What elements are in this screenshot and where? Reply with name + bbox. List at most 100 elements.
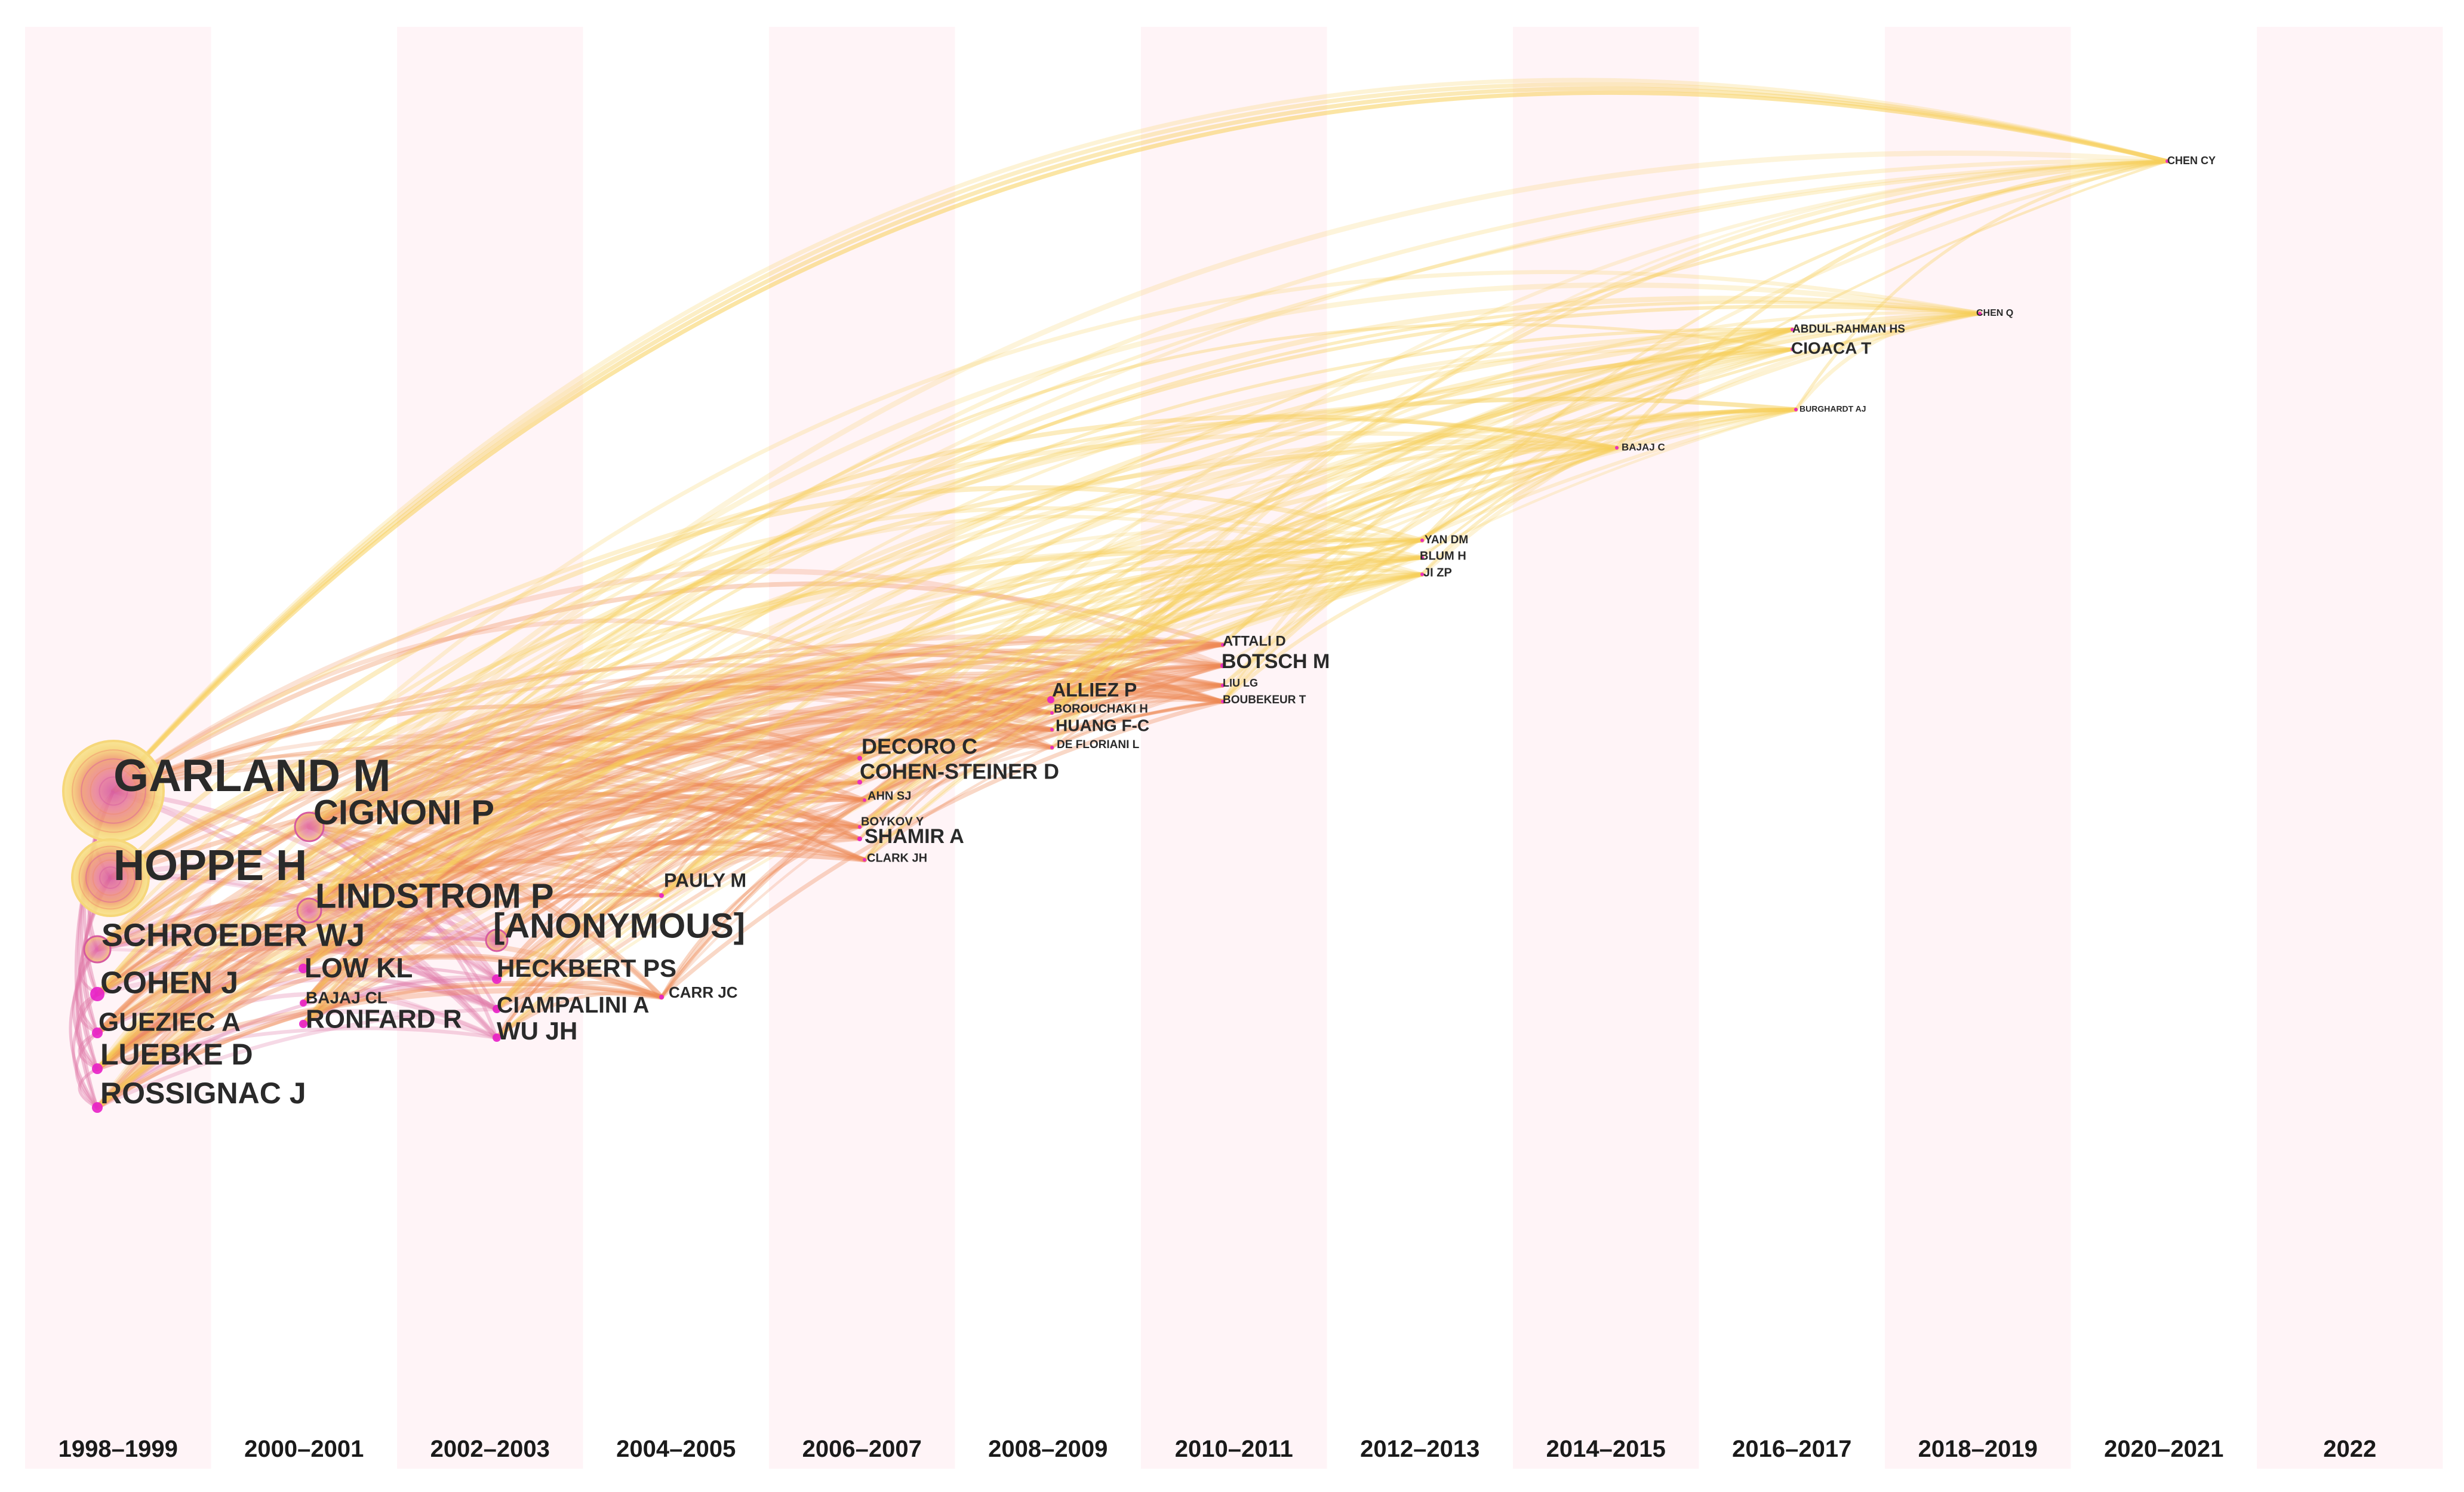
- citation-link: [494, 780, 862, 1011]
- node-garland-m[interactable]: [62, 740, 165, 842]
- citation-link: [307, 763, 862, 841]
- node-ji-zp[interactable]: [1420, 573, 1424, 576]
- node-heckbert-ps[interactable]: [492, 974, 502, 984]
- author-label-rossignac-j: ROSSIGNAC J: [100, 1076, 306, 1110]
- node-anonymous[interactable]: [485, 928, 509, 952]
- node-gueziec-a[interactable]: [92, 1028, 103, 1038]
- year-band-2018-2019: [1885, 27, 2071, 1469]
- node-blum-h[interactable]: [1420, 556, 1424, 559]
- citation-link: [307, 322, 1794, 912]
- citation-link: [95, 407, 1798, 952]
- citation-link: [95, 572, 1425, 1071]
- node-ciampalini-a[interactable]: [493, 1005, 501, 1013]
- citation-link: [95, 347, 1795, 1071]
- node-huang-f-c[interactable]: [1050, 728, 1054, 731]
- node-circle: [92, 1028, 103, 1038]
- citation-link: [95, 836, 862, 1071]
- citation-link: [495, 798, 866, 1011]
- node-bajaj-cl[interactable]: [300, 999, 307, 1007]
- node-clark-jh[interactable]: [863, 858, 866, 862]
- node-cioaca-t[interactable]: [1791, 347, 1794, 351]
- year-band-label: 2020–2021: [2104, 1436, 2223, 1462]
- citation-link: [494, 663, 1225, 1040]
- node-cignoni-p[interactable]: [294, 811, 325, 842]
- node-decoro-c[interactable]: [857, 756, 862, 761]
- citation-link: [863, 664, 1225, 802]
- citation-link: [659, 311, 1982, 898]
- node-schroeder-wj[interactable]: [83, 935, 112, 964]
- citation-link: [306, 709, 1055, 830]
- node-boykov-y[interactable]: [858, 825, 862, 829]
- node-attali-d[interactable]: [1221, 643, 1225, 647]
- citation-link: [301, 347, 1795, 971]
- citation-link: [306, 642, 1226, 913]
- node-cohen-j[interactable]: [90, 987, 104, 1001]
- node-cohen-steiner-d[interactable]: [857, 780, 862, 785]
- node-chen-q[interactable]: [1978, 312, 1982, 315]
- node-ring: [81, 758, 146, 824]
- node-botsch-m[interactable]: [1220, 663, 1225, 668]
- citation-link: [112, 753, 663, 897]
- node-ahn-sj[interactable]: [863, 798, 866, 802]
- citation-link: [1220, 311, 1982, 688]
- node-liu-lg[interactable]: [1221, 684, 1225, 687]
- citation-link: [1050, 159, 2169, 731]
- node-circle: [1221, 684, 1225, 687]
- node-hoppe-h[interactable]: [71, 838, 150, 917]
- node-ring: [78, 845, 143, 910]
- node-de-floriani-l[interactable]: [1050, 746, 1054, 749]
- author-label-ahn-sj: AHN SJ: [868, 789, 911, 802]
- citation-link: [96, 550, 1424, 1070]
- node-low-kl[interactable]: [299, 964, 308, 973]
- node-borouchaki-h[interactable]: [1050, 711, 1054, 715]
- citation-link: [96, 159, 2169, 1109]
- citation-link: [495, 664, 1225, 942]
- citation-link: [495, 698, 1053, 1011]
- citation-link: [111, 704, 862, 793]
- citation-link: [302, 756, 862, 1026]
- node-carr-jc[interactable]: [659, 995, 664, 999]
- citation-link: [495, 825, 862, 1039]
- node-lindstrom-p[interactable]: [296, 897, 322, 924]
- citation-link: [96, 710, 1054, 1070]
- citation-link: [495, 695, 1225, 942]
- node-chen-cy[interactable]: [2165, 159, 2169, 163]
- citation-link: [96, 690, 1053, 1109]
- node-rossignac-j[interactable]: [92, 1102, 103, 1113]
- citation-link: [95, 893, 664, 1071]
- citation-link: [1220, 445, 1619, 688]
- node-abdul-rahman-hs[interactable]: [1791, 328, 1794, 331]
- author-label-chen-q: CHEN Q: [1976, 308, 2013, 318]
- node-luebke-d[interactable]: [92, 1063, 103, 1074]
- node-boubekeur-t[interactable]: [1221, 700, 1225, 703]
- citation-link: [858, 408, 1798, 760]
- citation-link: [94, 945, 500, 1012]
- citation-link: [1221, 408, 1798, 703]
- author-label-gueziec-a: GUEZIEC A: [99, 1008, 241, 1037]
- citation-link: [111, 431, 1619, 793]
- node-bajaj-c[interactable]: [1615, 446, 1619, 450]
- citation-link: [301, 985, 499, 1026]
- citation-link: [1794, 311, 1982, 412]
- citation-link: [1050, 328, 1794, 731]
- citation-link: [1220, 445, 1619, 704]
- citation-link: [660, 728, 1054, 999]
- citation-link: [108, 548, 1425, 880]
- node-shamir-a[interactable]: [857, 836, 862, 841]
- citation-link: [307, 824, 664, 898]
- citation-link: [307, 539, 1424, 912]
- node-pauly-m[interactable]: [659, 893, 664, 898]
- node-wu-jh[interactable]: [493, 1033, 501, 1042]
- node-burghardt-aj[interactable]: [1794, 408, 1798, 411]
- node-ronfard-r[interactable]: [299, 1020, 307, 1028]
- citation-link: [95, 743, 862, 952]
- node-yan-dm[interactable]: [1420, 539, 1424, 542]
- citation-link: [301, 655, 1225, 1005]
- node-circle: [1221, 700, 1225, 703]
- node-alliez-p[interactable]: [1047, 696, 1054, 703]
- citation-link: [301, 445, 1619, 1005]
- citation-link: [108, 735, 867, 880]
- node-circle: [299, 1020, 307, 1028]
- citation-link: [111, 618, 1054, 793]
- citation-link: [78, 992, 99, 1035]
